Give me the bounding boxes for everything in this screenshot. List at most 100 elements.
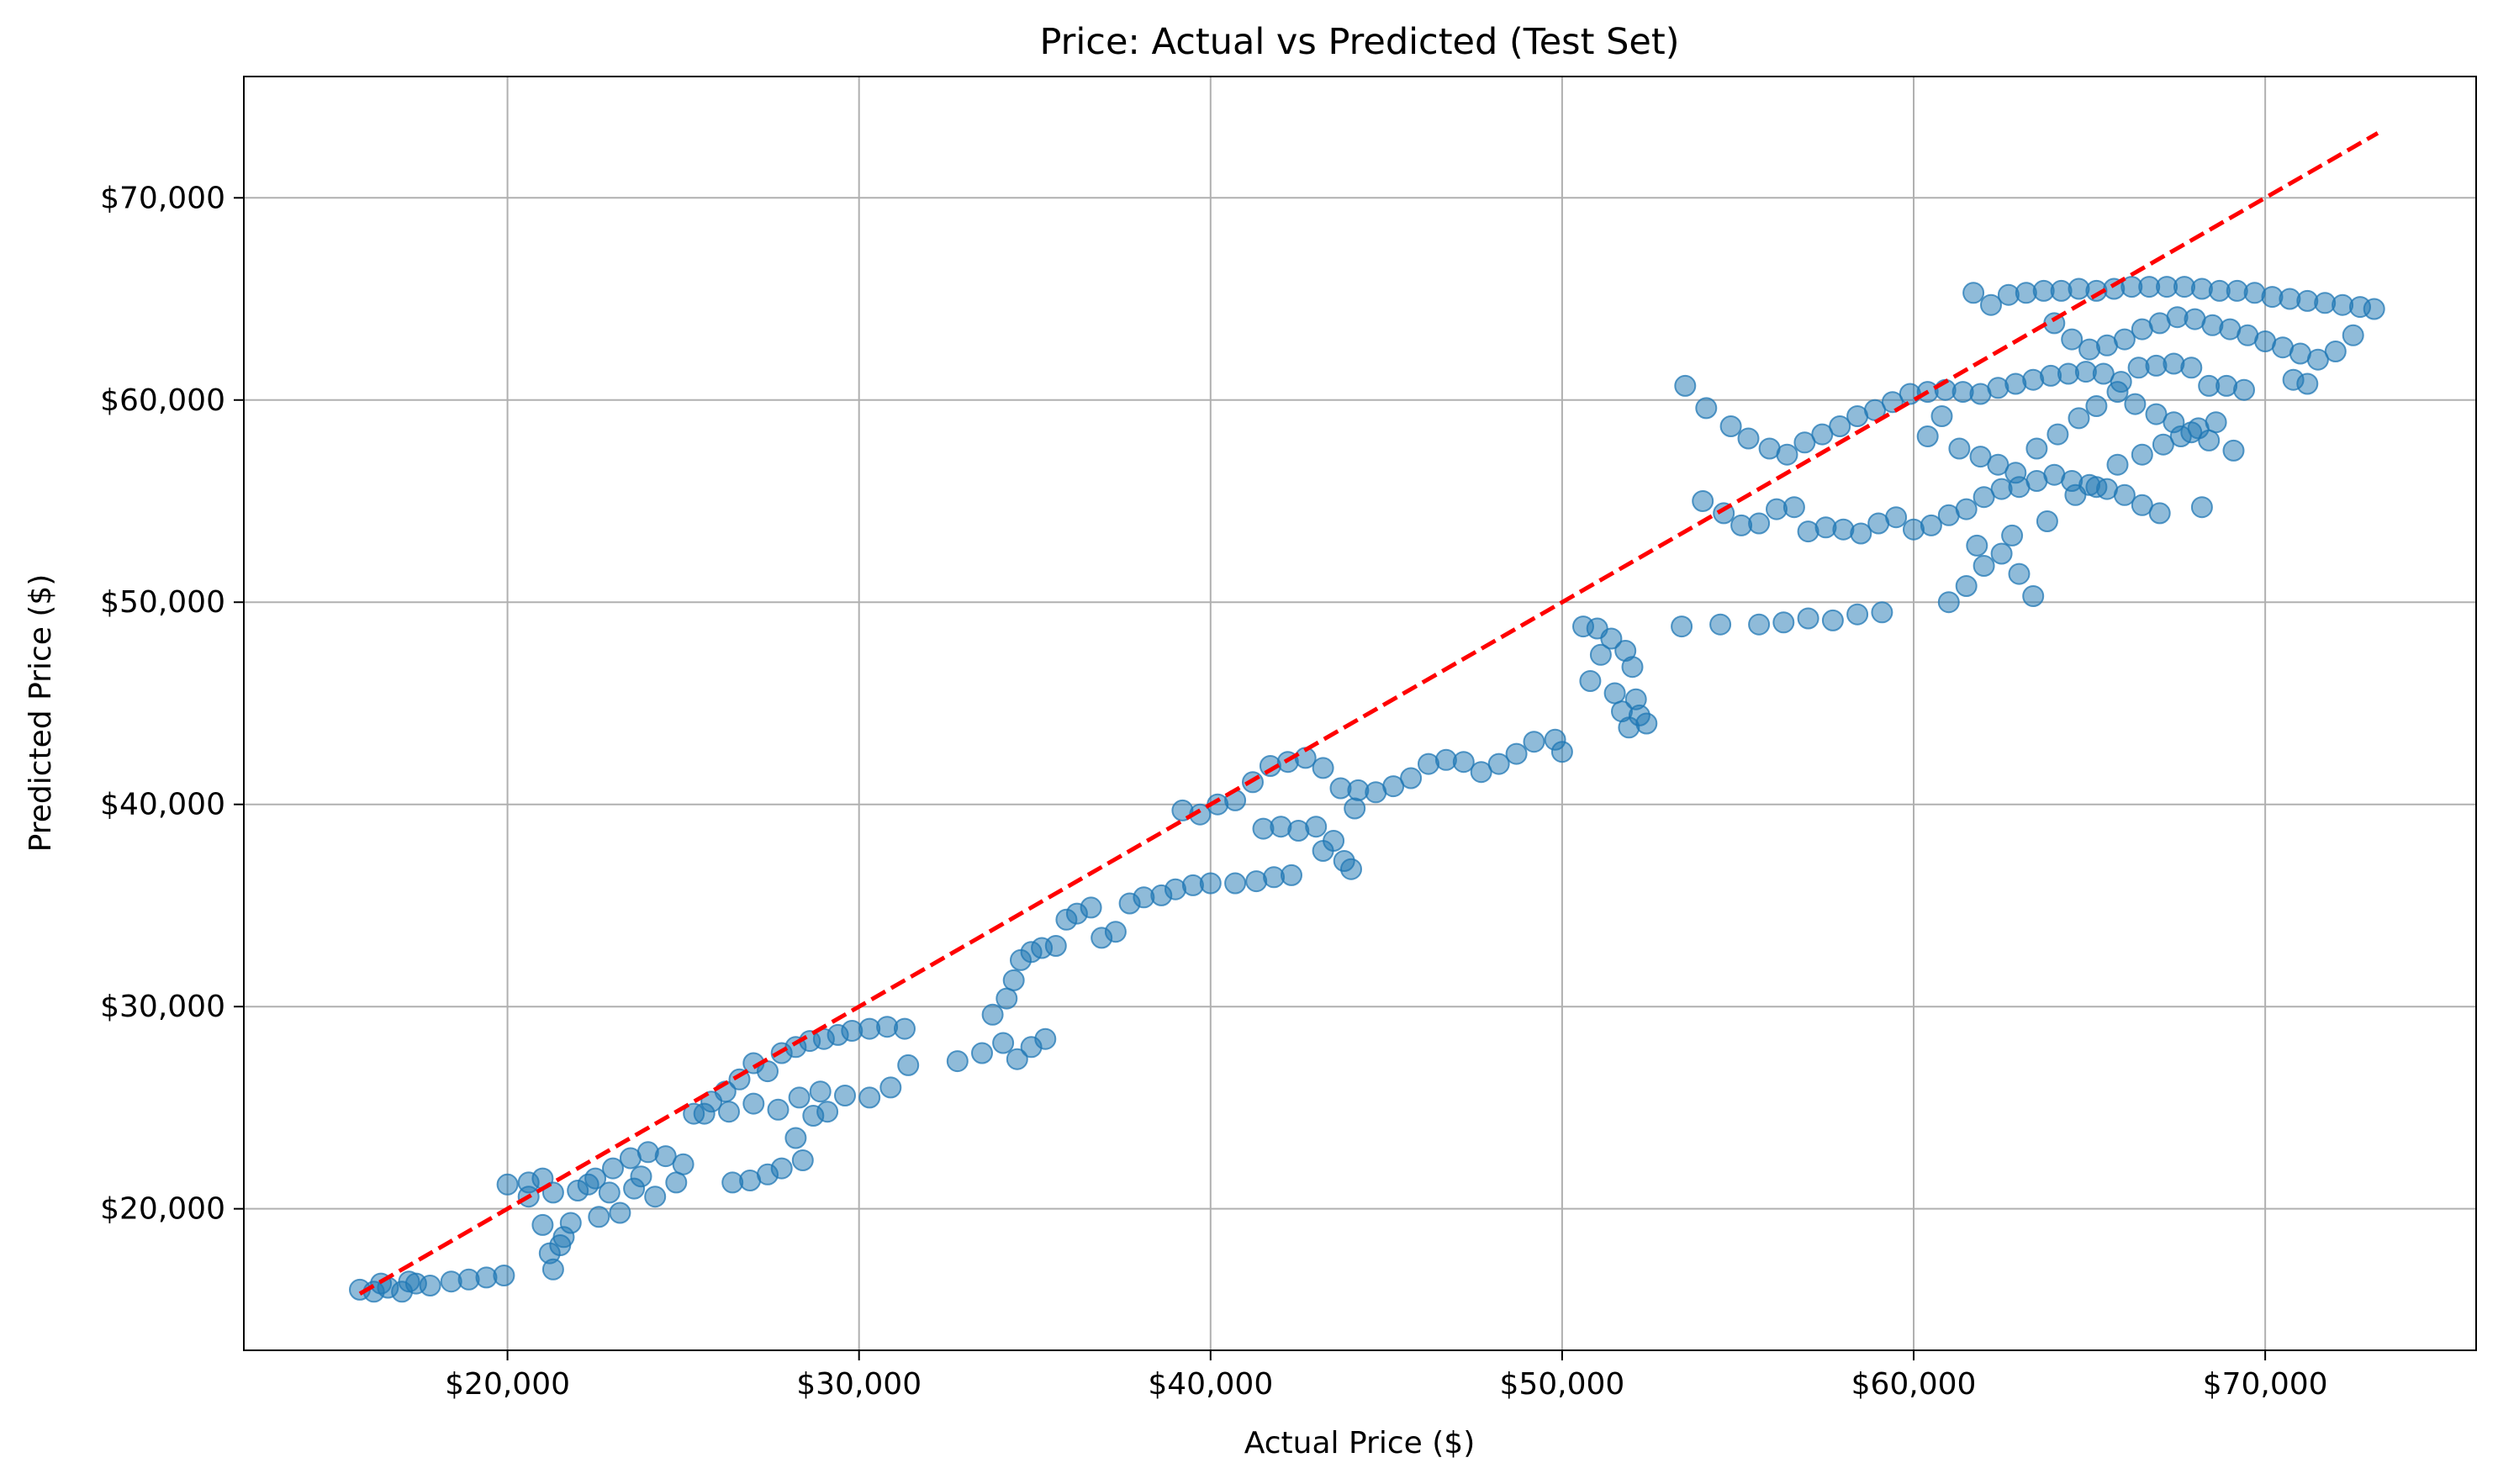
scatter-point [644, 1186, 667, 1208]
scatter-point [1635, 712, 1658, 735]
scatter-point [1966, 534, 1988, 557]
scatter-point [1470, 761, 1492, 784]
scatter-point [1797, 607, 1819, 630]
scatter-point [996, 987, 1018, 1010]
scatter-point [672, 1153, 694, 1175]
scatter-point [1850, 522, 1872, 545]
scatter-point [1920, 514, 1942, 536]
scatter-point [946, 1050, 969, 1073]
scatter-point [1312, 757, 1334, 779]
scatter-point [1603, 682, 1626, 705]
scatter-point [496, 1173, 519, 1196]
scatter-point [1695, 397, 1718, 420]
x-tick-label: $20,000 [445, 1367, 570, 1402]
scatter-point [770, 1157, 793, 1180]
scatter-point [1969, 446, 1992, 468]
scatter-point [1340, 858, 1362, 880]
scatter-point [2046, 423, 2069, 446]
scatter-point [981, 1003, 1004, 1026]
scatter-point [1104, 921, 1127, 943]
scatter-point [2092, 362, 2115, 385]
scatter-point [1811, 423, 1834, 446]
scatter-point [2036, 510, 2058, 532]
y-tick-label: $40,000 [100, 788, 225, 822]
x-axis-label: Actual Price ($) [1244, 1426, 1475, 1460]
scatter-point [1400, 767, 1423, 790]
scatter-point [1973, 555, 1995, 577]
scatter-point [2342, 324, 2364, 346]
scatter-point [2163, 411, 2185, 434]
scatter-point [1709, 613, 1732, 636]
scatter-point [1955, 498, 1978, 520]
scatter-point [1621, 656, 1644, 679]
scatter-point [2324, 341, 2347, 362]
scatter-point [2215, 374, 2238, 397]
scatter-point [809, 1080, 832, 1103]
scatter-point [577, 1173, 599, 1196]
scatter-point [1245, 870, 1268, 893]
scatter-point [2064, 483, 2087, 506]
scatter-point [2152, 433, 2174, 456]
scatter-point [1199, 872, 1222, 895]
scatter-point [398, 1270, 420, 1293]
scatter-point [1287, 820, 1310, 842]
scatter-point [2106, 381, 2129, 404]
scatter-point [1955, 575, 1978, 597]
scatter-point [654, 1145, 677, 1168]
scatter-point [2180, 356, 2203, 379]
scatter-point [791, 1149, 814, 1171]
scatter-point [2190, 496, 2213, 519]
scatter-point [718, 1101, 740, 1123]
scatter-point [2205, 411, 2227, 434]
scatter-point [419, 1275, 441, 1297]
scatter-point [1748, 613, 1771, 636]
scatter-point [1312, 840, 1334, 862]
scatter-point [2025, 437, 2048, 460]
ideal-prediction-line [358, 131, 2379, 1296]
scatter-point [1973, 486, 1995, 509]
scatter-point [1305, 816, 1328, 838]
scatter-point [1885, 506, 1908, 529]
scatter-point [788, 1086, 811, 1109]
scatter-point [767, 1098, 790, 1121]
y-tick-label: $60,000 [100, 383, 225, 418]
scatter-point [1948, 437, 1971, 460]
x-tick-label: $60,000 [1851, 1367, 1977, 1402]
x-tick-label: $50,000 [1499, 1367, 1624, 1402]
axis-ticks: $20,000 $30,000 $40,000 $50,000 $60,000 $70,0… [100, 181, 2327, 1402]
scatter-point [1080, 896, 1102, 919]
x-tick-label: $30,000 [796, 1367, 922, 1402]
scatter-point [623, 1177, 646, 1200]
scatter-point [1980, 293, 2002, 316]
scatter-point [1523, 731, 1545, 753]
scatter-point [816, 1101, 839, 1123]
scatter-point [2113, 328, 2136, 351]
y-axis-label: Predicted Price ($) [24, 574, 58, 853]
scatter-point [2148, 502, 2171, 525]
scatter-point [1903, 518, 1925, 541]
scatter-point [588, 1206, 610, 1228]
scatter-point [1671, 615, 1693, 638]
x-tick-label: $70,000 [2203, 1367, 2328, 1402]
scatter-point [2201, 314, 2224, 336]
scatter-point [1281, 863, 1302, 886]
scatter-point [1674, 374, 1697, 397]
scatter-point [531, 1213, 554, 1236]
scatter-point [784, 1127, 807, 1149]
scatter-point [971, 1042, 993, 1064]
scatter-point [2145, 403, 2168, 425]
scatter-point [834, 1085, 856, 1106]
scatter-point [1550, 741, 1573, 763]
scatter-point [1344, 797, 1366, 820]
scatter-point [665, 1171, 688, 1194]
scatter-point [2222, 439, 2245, 462]
scatter-point [2131, 494, 2153, 516]
scatter-point [2124, 393, 2147, 415]
data-points [349, 276, 2385, 1303]
scatter-point [2004, 462, 2027, 484]
scatter-point [1776, 443, 1798, 466]
scatter-point [894, 1017, 916, 1040]
scatter-point [1044, 935, 1067, 957]
